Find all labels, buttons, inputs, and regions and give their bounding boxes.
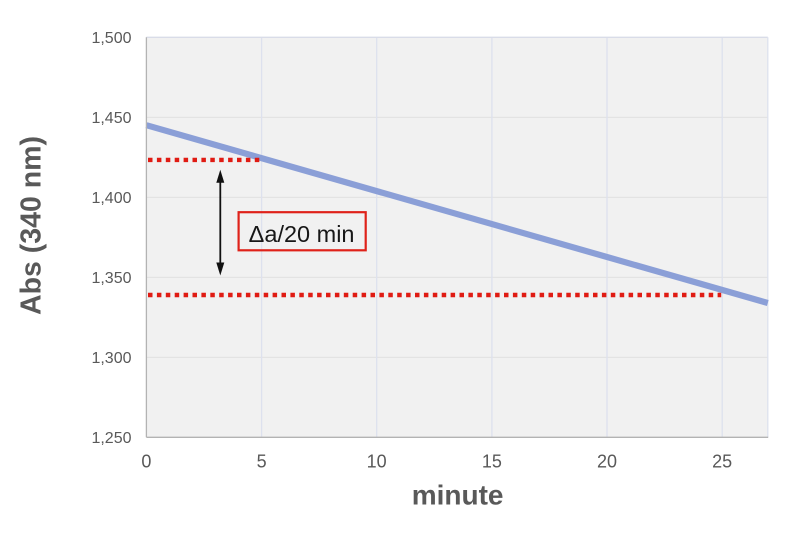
svg-text:1,300: 1,300	[91, 350, 131, 367]
svg-text:1,450: 1,450	[91, 110, 131, 127]
svg-text:10: 10	[367, 451, 387, 471]
svg-text:15: 15	[482, 451, 502, 471]
svg-text:0: 0	[141, 451, 151, 471]
svg-text:1,250: 1,250	[91, 430, 131, 447]
svg-text:25: 25	[712, 451, 732, 471]
svg-text:minute: minute	[412, 480, 504, 511]
svg-text:1,400: 1,400	[91, 190, 131, 207]
svg-text:1,500: 1,500	[91, 30, 131, 47]
svg-text:Δa/20 min: Δa/20 min	[249, 221, 355, 247]
svg-text:1,350: 1,350	[91, 270, 131, 287]
svg-text:5: 5	[257, 451, 267, 471]
svg-text:20: 20	[597, 451, 617, 471]
svg-text:Abs (340 nm): Abs (340 nm)	[16, 136, 48, 315]
